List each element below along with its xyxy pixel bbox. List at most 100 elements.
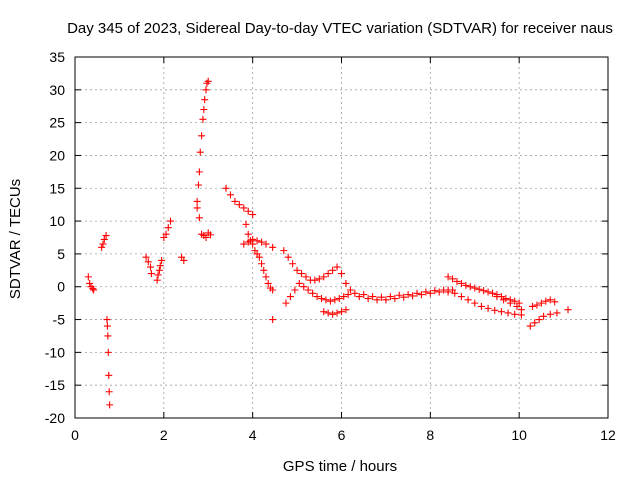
data-point (156, 262, 164, 270)
grid (75, 57, 608, 418)
data-point (269, 286, 277, 294)
data-point (355, 293, 363, 301)
data-point (244, 238, 252, 246)
data-point (100, 235, 108, 243)
data-point (86, 279, 94, 287)
data-point (104, 348, 112, 356)
data-point (309, 289, 317, 297)
y-tick-label: 5 (57, 246, 65, 262)
data-point (286, 293, 294, 301)
data-point (471, 299, 479, 307)
data-point (540, 312, 548, 320)
data-point (526, 322, 534, 330)
data-point (511, 297, 519, 305)
data-point (422, 288, 430, 296)
y-tick-label: 30 (49, 82, 65, 98)
y-axis-label: SDTVAR / TECUs (7, 179, 24, 299)
x-tick-label: 8 (426, 427, 434, 443)
data-point (480, 287, 488, 295)
data-point (417, 291, 425, 299)
data-point (431, 287, 439, 295)
x-tick-label: 0 (71, 427, 79, 443)
data-point (255, 253, 263, 261)
data-point (291, 286, 299, 294)
data-point (500, 296, 508, 304)
data-point (300, 283, 308, 291)
data-point (444, 273, 452, 281)
data-point (342, 306, 350, 314)
data-point (506, 299, 514, 307)
y-tick-label: 10 (49, 213, 65, 229)
data-point (338, 308, 345, 316)
data-point (260, 266, 268, 274)
y-tick-label: 25 (49, 115, 65, 131)
data-point (240, 204, 248, 212)
data-point (444, 286, 452, 294)
data-point (484, 288, 492, 296)
data-point (531, 319, 539, 327)
data-point (320, 308, 328, 316)
data-point (313, 293, 321, 301)
data-point (451, 289, 459, 297)
data-point (542, 297, 550, 305)
data-point (99, 240, 107, 248)
x-tick-label: 6 (338, 427, 346, 443)
data-point (147, 270, 155, 278)
data-point (322, 296, 330, 304)
data-point (435, 288, 443, 296)
data-point (162, 230, 170, 238)
data-point (195, 214, 203, 222)
data-point (377, 293, 385, 301)
data-point (464, 296, 472, 304)
data-point (346, 286, 354, 294)
data-point (546, 310, 554, 318)
data-point (106, 401, 114, 409)
data-point (204, 77, 212, 85)
data-point (158, 256, 166, 264)
data-point (269, 316, 277, 324)
data-point (391, 295, 399, 303)
data-point (226, 191, 234, 199)
data-point (413, 289, 421, 297)
data-point (298, 270, 306, 278)
data-point (311, 276, 319, 284)
data-point (293, 266, 301, 274)
data-point (351, 289, 359, 297)
data-point (329, 266, 337, 274)
data-point (194, 181, 202, 189)
data-point (193, 197, 201, 205)
data-point (264, 279, 272, 287)
chart-title: Day 345 of 2023, Sidereal Day-to-day VTE… (67, 20, 613, 37)
data-point (249, 235, 257, 243)
data-point (324, 309, 332, 317)
data-point (533, 301, 541, 309)
x-tick-label: 12 (600, 427, 616, 443)
data-point (249, 211, 257, 219)
data-point (155, 266, 163, 274)
data-point (103, 322, 111, 330)
y-tick-label: 20 (49, 147, 65, 163)
data-point (153, 276, 161, 284)
data-point (395, 291, 403, 299)
data-point (242, 220, 250, 228)
data-point (364, 295, 372, 303)
data-point (258, 260, 266, 268)
data-point (471, 284, 479, 292)
data-point (342, 279, 350, 287)
x-tick-label: 4 (249, 427, 257, 443)
data-point (98, 243, 106, 251)
data-point (142, 253, 150, 261)
data-point (564, 306, 572, 314)
data-point (202, 234, 210, 241)
data-point (104, 332, 112, 340)
data-point (103, 316, 111, 324)
y-tick-label: 15 (49, 180, 65, 196)
data-point (198, 132, 206, 140)
data-point (244, 207, 252, 215)
data-point (457, 293, 465, 301)
data-point (535, 316, 543, 324)
y-tick-label: -5 (53, 312, 66, 328)
data-point (89, 285, 97, 293)
data-point (489, 289, 497, 297)
